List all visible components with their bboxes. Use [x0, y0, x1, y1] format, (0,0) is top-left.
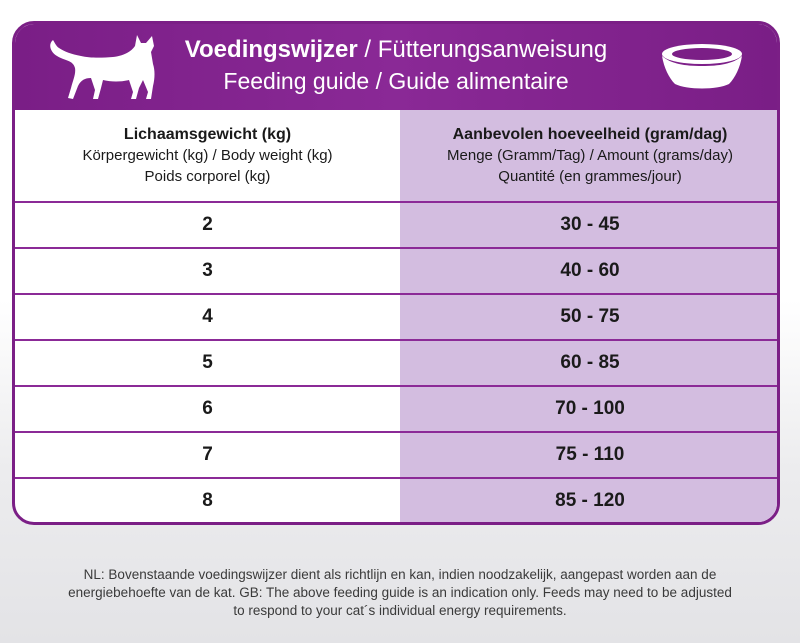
amount-header-line2: Menge (Gramm/Tag) / Amount (grams/day) — [447, 147, 733, 164]
amount-column-background — [400, 110, 777, 522]
amount-cell: 85 - 120 — [555, 489, 625, 511]
cat-silhouette-icon — [50, 35, 155, 99]
subtitle: Feeding guide / Guide alimentaire — [223, 68, 569, 94]
table-row: 7 75 - 110 — [15, 433, 777, 479]
title-bold: Voedingswijzer — [184, 36, 358, 63]
amount-cell: 30 - 45 — [560, 214, 620, 235]
amount-header-title: Aanbevolen hoeveelheid (gram/dag) — [452, 126, 728, 143]
amount-header-line3: Quantité (en grammes/jour) — [498, 168, 682, 185]
footer-line-1: NL: Bovenstaande voedingswijzer dient al… — [83, 567, 717, 582]
amount-cell: 50 - 75 — [560, 306, 620, 327]
feeding-table: Lichaamsgewicht (kg) Körpergewicht (kg) … — [15, 110, 777, 522]
amount-cell: 60 - 85 — [560, 352, 620, 373]
weight-cell: 7 — [202, 444, 213, 465]
weight-cell: 2 — [202, 214, 213, 235]
footer-line-3: to respond to your cat´s individual ener… — [233, 603, 567, 618]
title: Voedingswijzer / Fütterungsanweisung — [15, 36, 777, 64]
table-row: 5 60 - 85 — [15, 341, 777, 387]
weight-header-line3: Poids corporel (kg) — [144, 168, 271, 185]
table-row: 2 30 - 45 — [15, 203, 777, 249]
feeding-guide-card: Voedingswijzer / Fütterungsanweisung Fee… — [12, 21, 780, 525]
title-rest: / Fütterungsanweisung — [357, 36, 608, 63]
weight-header-title: Lichaamsgewicht (kg) — [123, 126, 292, 143]
amount-cell: 70 - 100 — [555, 398, 625, 419]
weight-cell: 3 — [202, 260, 213, 281]
food-bowl-icon — [662, 44, 742, 89]
weight-cell: 6 — [202, 398, 213, 419]
footer-note: NL: Bovenstaande voedingswijzer dient al… — [40, 566, 760, 620]
table-row: 3 40 - 60 — [15, 249, 777, 295]
header-banner: Voedingswijzer / Fütterungsanweisung Fee… — [15, 24, 777, 110]
amount-column-header: Aanbevolen hoeveelheid (gram/dag) Menge … — [400, 110, 777, 201]
weight-cell: 4 — [202, 306, 213, 327]
table-row: 4 50 - 75 — [15, 295, 777, 341]
weight-column-header: Lichaamsgewicht (kg) Körpergewicht (kg) … — [15, 110, 400, 201]
weight-cell: 8 — [202, 489, 213, 511]
table-row: 8 85 - 120 — [15, 479, 777, 522]
amount-cell: 40 - 60 — [560, 260, 620, 281]
table-row: 6 70 - 100 — [15, 387, 777, 433]
table-header-row: Lichaamsgewicht (kg) Körpergewicht (kg) … — [15, 110, 777, 203]
weight-header-line2: Körpergewicht (kg) / Body weight (kg) — [82, 147, 333, 164]
footer-line-2: energiebehoefte van de kat. GB: The abov… — [68, 585, 732, 600]
amount-cell: 75 - 110 — [555, 444, 625, 465]
weight-cell: 5 — [202, 352, 213, 373]
